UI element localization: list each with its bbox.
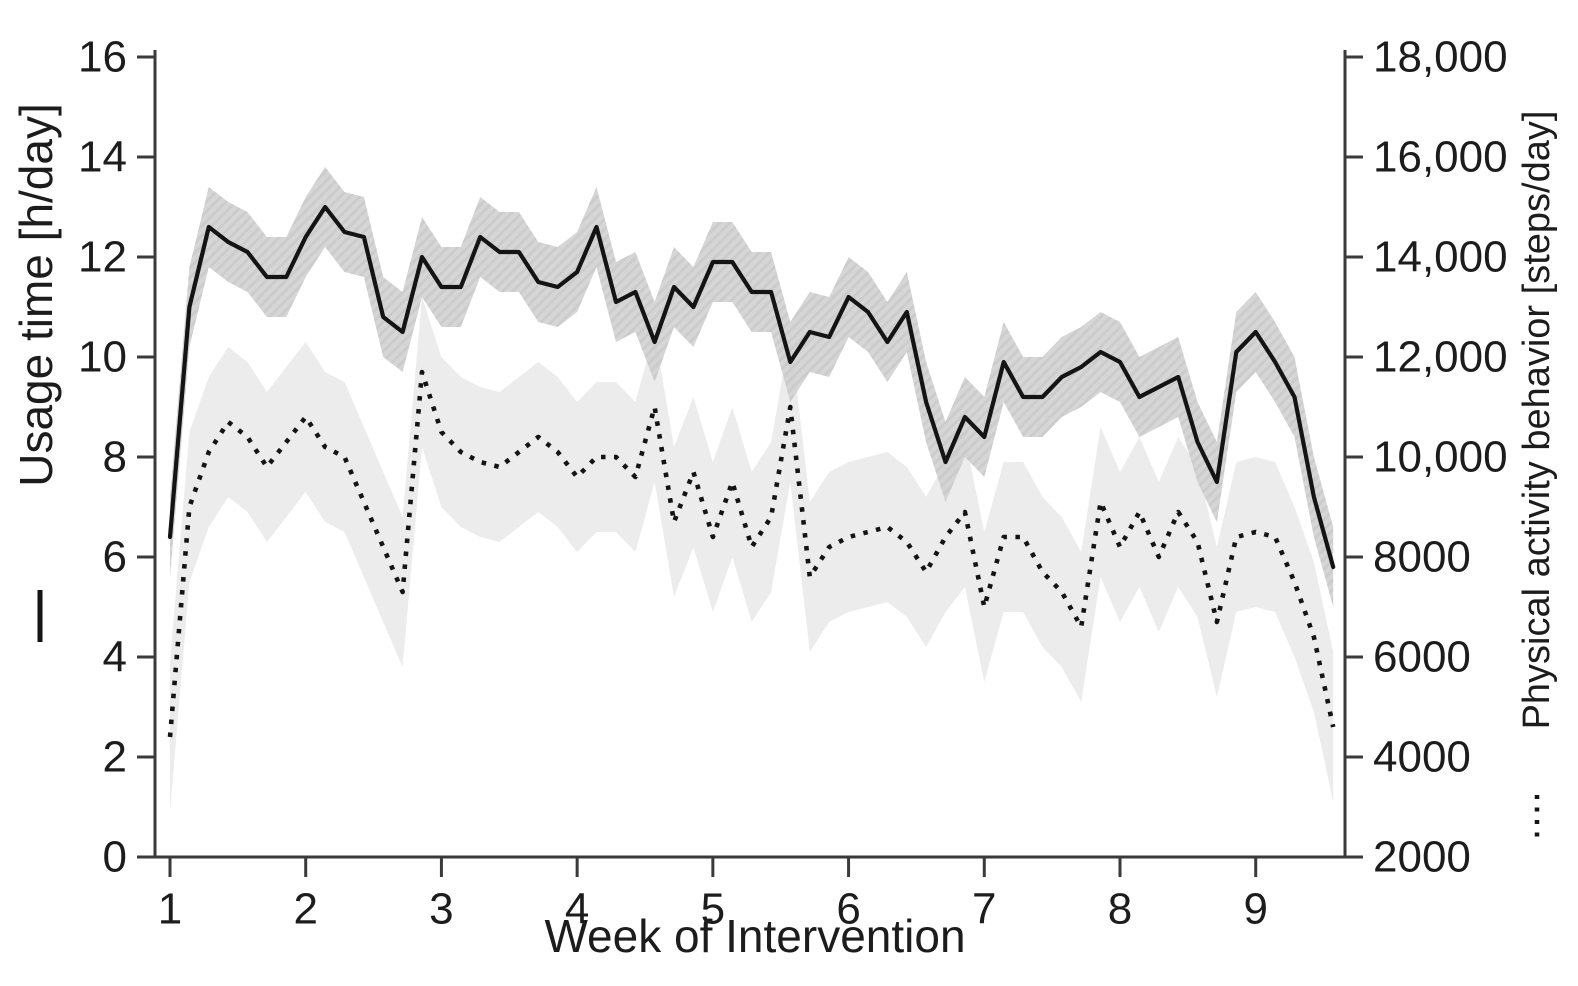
y-right-axis-title-group: Physical activity behavior [steps/day] (1516, 111, 1558, 845)
y-right-tick-label: 6000 (1373, 633, 1471, 682)
y-left-tick-label: 14 (78, 133, 127, 182)
y-right-tick-label: 4000 (1373, 733, 1471, 782)
physical-activity-ci-band (170, 297, 1334, 812)
axes (153, 50, 1347, 859)
y-left-axis-title-group: Usage time [h/day] (10, 103, 62, 642)
axis-ticks: 0246810121416200040006000800010,00012,00… (78, 33, 1508, 934)
y-left-tick-label: 16 (78, 33, 127, 82)
x-tick-label: 5 (701, 885, 725, 934)
y-left-tick-label: 12 (78, 233, 127, 282)
x-tick-label: 4 (565, 885, 589, 934)
x-tick-label: 7 (972, 885, 996, 934)
usage-time-ci-band (170, 167, 1334, 607)
y-right-tick-label: 8000 (1373, 533, 1471, 582)
y-right-tick-label: 10,000 (1373, 433, 1508, 482)
x-tick-label: 1 (158, 885, 182, 934)
x-tick-label: 3 (429, 885, 453, 934)
y-left-tick-label: 8 (103, 433, 127, 482)
y-left-tick-label: 2 (103, 733, 127, 782)
y-left-tick-label: 0 (103, 833, 127, 882)
x-tick-label: 6 (836, 885, 860, 934)
x-tick-label: 9 (1243, 885, 1267, 934)
x-axis-title-group: Week of Intervention (544, 910, 965, 962)
y-right-axis-title: Physical activity behavior [steps/day] (1516, 111, 1558, 730)
y-left-tick-label: 10 (78, 333, 127, 382)
y-right-tick-label: 14,000 (1373, 233, 1508, 282)
y-right-tick-label: 18,000 (1373, 33, 1508, 82)
x-axis-title: Week of Intervention (544, 910, 965, 962)
y-right-tick-label: 12,000 (1373, 333, 1508, 382)
confidence-bands (170, 167, 1334, 812)
y-right-tick-label: 2000 (1373, 833, 1471, 882)
y-right-tick-label: 16,000 (1373, 133, 1508, 182)
data-series (167, 204, 1336, 738)
x-tick-label: 8 (1108, 885, 1132, 934)
usage-time-line (167, 204, 1336, 570)
y-left-axis-title: Usage time [h/day] (10, 103, 62, 487)
y-left-tick-label: 6 (103, 533, 127, 582)
x-tick-label: 2 (293, 885, 317, 934)
y-left-tick-label: 4 (103, 633, 127, 682)
